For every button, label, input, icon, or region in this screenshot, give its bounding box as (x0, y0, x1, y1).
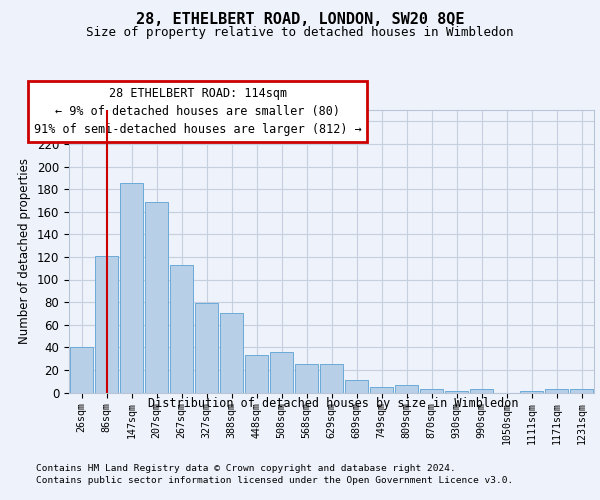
Bar (395, 384, 418, 392)
Bar (470, 389, 493, 392)
Text: 28, ETHELBERT ROAD, LONDON, SW20 8QE: 28, ETHELBERT ROAD, LONDON, SW20 8QE (136, 12, 464, 28)
Bar (145, 202, 168, 392)
Bar (195, 303, 218, 392)
Text: 28 ETHELBERT ROAD: 114sqm
← 9% of detached houses are smaller (80)
91% of semi-d: 28 ETHELBERT ROAD: 114sqm ← 9% of detach… (34, 88, 361, 136)
Bar (70, 348, 93, 393)
Bar (295, 364, 318, 392)
Bar (245, 355, 268, 393)
Bar (545, 389, 568, 392)
Bar (570, 389, 593, 392)
Bar (270, 352, 293, 393)
Text: Contains HM Land Registry data © Crown copyright and database right 2024.: Contains HM Land Registry data © Crown c… (36, 464, 456, 473)
Bar (120, 184, 143, 392)
Y-axis label: Number of detached properties: Number of detached properties (19, 158, 31, 344)
Bar (420, 389, 443, 392)
Text: Size of property relative to detached houses in Wimbledon: Size of property relative to detached ho… (86, 26, 514, 39)
Text: Distribution of detached houses by size in Wimbledon: Distribution of detached houses by size … (148, 398, 518, 410)
Bar (170, 265, 193, 392)
Bar (220, 314, 243, 392)
Bar (95, 256, 118, 392)
Bar (370, 387, 393, 392)
Text: Contains public sector information licensed under the Open Government Licence v3: Contains public sector information licen… (36, 476, 513, 485)
Bar (345, 380, 368, 392)
Bar (320, 364, 343, 392)
